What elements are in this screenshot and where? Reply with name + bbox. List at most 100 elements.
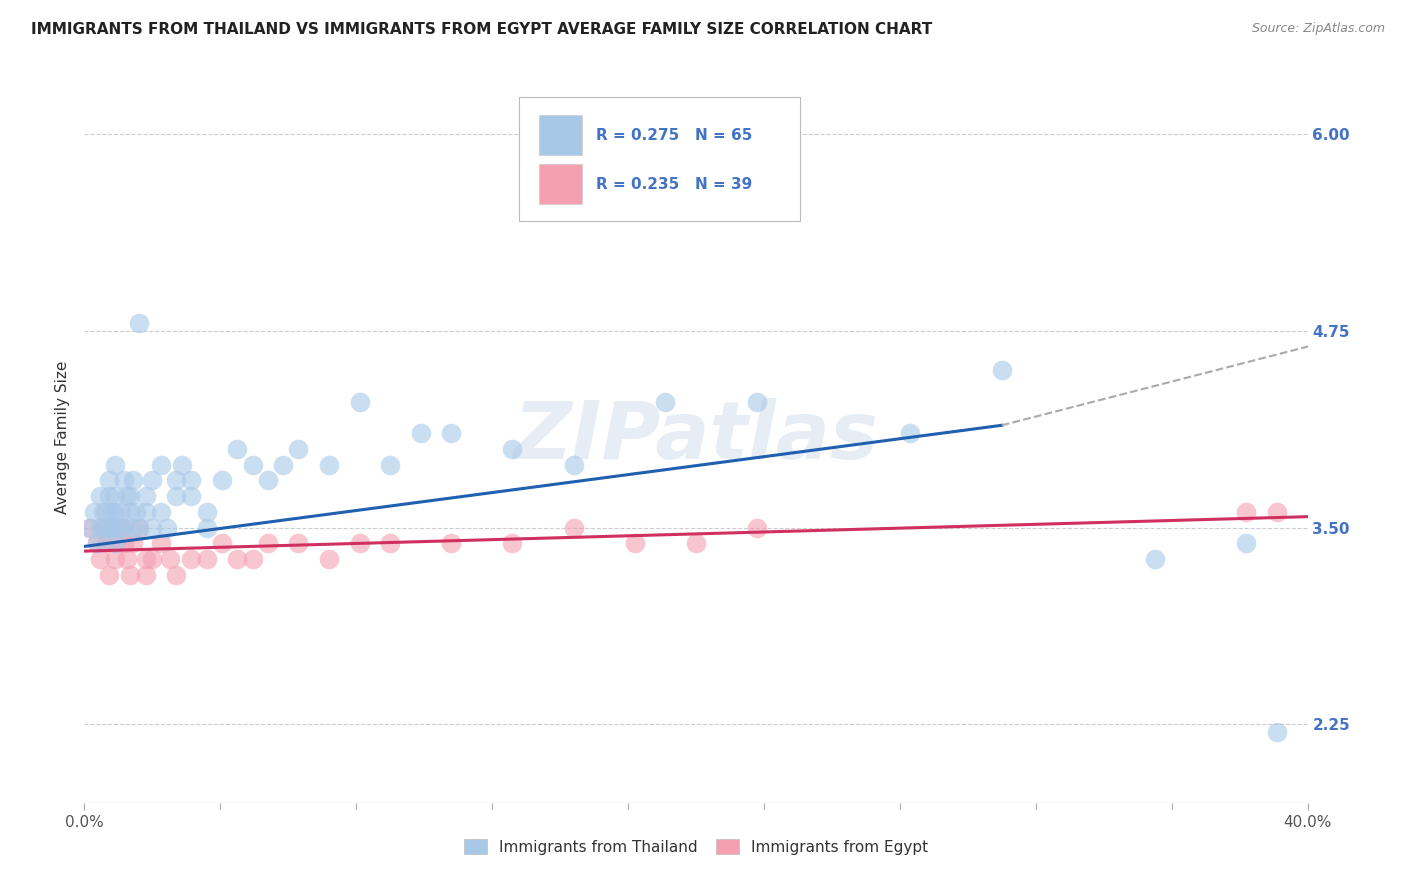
Point — [380, 458, 402, 472]
Point — [79, 520, 101, 534]
Point — [195, 505, 218, 519]
Point — [165, 473, 187, 487]
Point — [440, 536, 463, 550]
Point — [1265, 505, 1288, 519]
Point — [94, 505, 117, 519]
Point — [141, 552, 163, 566]
Point — [349, 536, 371, 550]
Point — [654, 394, 676, 409]
Point — [195, 520, 218, 534]
Point — [86, 536, 108, 550]
Point — [94, 536, 117, 550]
Point — [149, 536, 172, 550]
Point — [165, 489, 187, 503]
Point — [104, 552, 127, 566]
Point — [86, 536, 108, 550]
Point — [257, 536, 280, 550]
Point — [91, 520, 114, 534]
Bar — [540, 115, 582, 155]
Point — [180, 489, 202, 503]
Point — [91, 505, 114, 519]
Y-axis label: Average Family Size: Average Family Size — [55, 360, 70, 514]
Point — [149, 505, 172, 519]
Point — [120, 567, 142, 582]
Point — [271, 458, 294, 472]
Point — [122, 473, 145, 487]
Point — [380, 536, 402, 550]
Point — [104, 458, 127, 472]
FancyBboxPatch shape — [519, 97, 800, 221]
Text: R = 0.275   N = 65: R = 0.275 N = 65 — [596, 128, 752, 144]
Point — [211, 473, 233, 487]
Point — [172, 458, 194, 472]
Text: IMMIGRANTS FROM THAILAND VS IMMIGRANTS FROM EGYPT AVERAGE FAMILY SIZE CORRELATIO: IMMIGRANTS FROM THAILAND VS IMMIGRANTS F… — [31, 22, 932, 37]
Point — [242, 458, 264, 472]
Point — [211, 536, 233, 550]
Text: Source: ZipAtlas.com: Source: ZipAtlas.com — [1251, 22, 1385, 36]
Point — [624, 536, 647, 550]
Point — [349, 394, 371, 409]
Point — [104, 536, 127, 550]
Point — [101, 505, 124, 519]
Point — [97, 489, 120, 503]
Point — [125, 505, 148, 519]
Point — [97, 567, 120, 582]
Point — [502, 442, 524, 456]
Bar — [540, 164, 582, 204]
Point — [97, 473, 120, 487]
Point — [180, 473, 202, 487]
Point — [101, 520, 124, 534]
Point — [747, 394, 769, 409]
Point — [1236, 505, 1258, 519]
Point — [101, 520, 124, 534]
Point — [128, 316, 150, 330]
Point — [128, 520, 150, 534]
Point — [1143, 552, 1166, 566]
Point — [287, 442, 309, 456]
Point — [120, 489, 142, 503]
Point — [79, 520, 101, 534]
Point — [110, 505, 132, 519]
Point — [104, 536, 127, 550]
Text: R = 0.235   N = 39: R = 0.235 N = 39 — [596, 178, 752, 193]
Point — [685, 536, 707, 550]
Point — [226, 552, 249, 566]
Point — [141, 520, 163, 534]
Point — [135, 552, 157, 566]
Point — [120, 505, 142, 519]
Point — [97, 520, 120, 534]
Point — [159, 552, 181, 566]
Point — [1236, 536, 1258, 550]
Point — [257, 473, 280, 487]
Point — [112, 520, 135, 534]
Point — [242, 552, 264, 566]
Point — [409, 426, 432, 441]
Point — [115, 489, 138, 503]
Point — [89, 520, 111, 534]
Point — [94, 520, 117, 534]
Point — [318, 552, 340, 566]
Point — [502, 536, 524, 550]
Point — [89, 489, 111, 503]
Point — [110, 520, 132, 534]
Point — [226, 442, 249, 456]
Point — [135, 489, 157, 503]
Point — [83, 505, 105, 519]
Point — [115, 552, 138, 566]
Point — [180, 552, 202, 566]
Point — [195, 552, 218, 566]
Legend: Immigrants from Thailand, Immigrants from Egypt: Immigrants from Thailand, Immigrants fro… — [458, 833, 934, 861]
Point — [562, 520, 585, 534]
Point — [122, 520, 145, 534]
Point — [128, 520, 150, 534]
Point — [112, 473, 135, 487]
Point — [104, 505, 127, 519]
Point — [156, 520, 179, 534]
Text: ZIPatlas: ZIPatlas — [513, 398, 879, 476]
Point — [135, 567, 157, 582]
Point — [991, 363, 1014, 377]
Point — [89, 552, 111, 566]
Point — [898, 426, 921, 441]
Point — [1265, 725, 1288, 739]
Point — [104, 520, 127, 534]
